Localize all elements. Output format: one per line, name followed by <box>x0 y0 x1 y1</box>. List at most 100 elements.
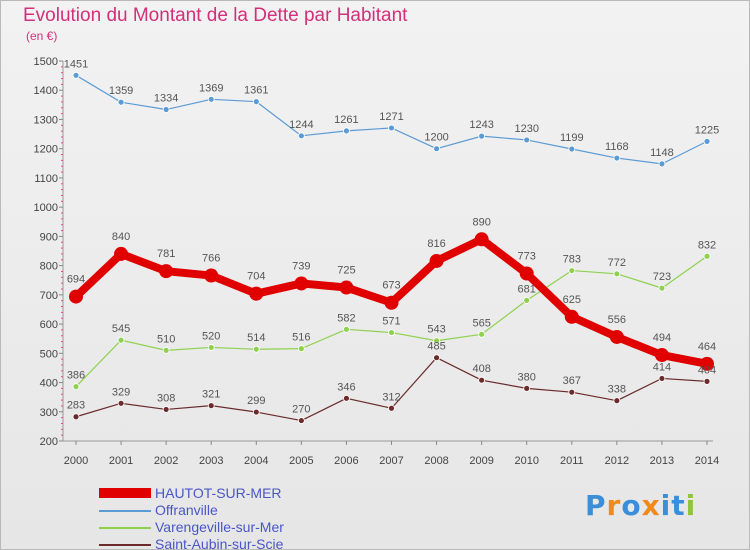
y-tick-label: 400 <box>40 378 58 390</box>
data-point-saint-aubin <box>433 354 440 362</box>
data-label-offranville: 1261 <box>334 114 358 126</box>
data-point-hautot <box>114 246 129 261</box>
data-label-hautot: 694 <box>67 274 85 286</box>
y-tick-label: 1500 <box>34 56 58 68</box>
data-point-hautot <box>294 276 309 291</box>
logo-letter: t <box>671 489 686 522</box>
data-label-varengeville: 545 <box>112 323 130 335</box>
x-tick-label: 2010 <box>514 455 538 467</box>
x-tick-label: 2001 <box>109 455 133 467</box>
data-label-hautot: 739 <box>292 260 310 272</box>
y-tick-label: 900 <box>40 231 58 243</box>
data-point-saint-aubin <box>343 394 350 402</box>
data-label-saint-aubin: 321 <box>202 389 220 401</box>
data-label-offranville: 1359 <box>109 85 133 97</box>
data-point-offranville <box>343 127 350 135</box>
proxiti-logo: Proxiti <box>585 489 696 522</box>
data-point-saint-aubin <box>117 399 125 407</box>
data-label-varengeville: 516 <box>292 332 310 344</box>
data-point-offranville <box>658 160 666 168</box>
data-label-saint-aubin: 404 <box>698 364 716 376</box>
data-label-varengeville: 514 <box>247 332 265 344</box>
data-point-offranville <box>388 124 395 132</box>
data-point-hautot <box>654 348 669 363</box>
y-tick-label: 800 <box>40 261 58 273</box>
x-tick-label: 2005 <box>289 455 313 467</box>
data-point-saint-aubin <box>388 404 395 412</box>
x-tick-label: 2012 <box>605 455 629 467</box>
x-tick-label: 2003 <box>199 455 223 467</box>
y-tick-label: 1000 <box>34 202 58 214</box>
x-tick-label: 2007 <box>379 455 403 467</box>
y-tick-label: 200 <box>40 436 58 448</box>
data-label-varengeville: 783 <box>563 254 581 266</box>
y-tick-label: 1200 <box>34 144 58 156</box>
data-label-saint-aubin: 408 <box>472 363 490 375</box>
data-label-offranville: 1243 <box>469 119 493 131</box>
data-label-saint-aubin: 312 <box>382 391 400 403</box>
legend-swatch-varengeville <box>99 527 151 529</box>
legend-label-hautot: HAUTOT-SUR-MER <box>155 485 282 501</box>
data-label-offranville: 1369 <box>199 82 223 94</box>
data-point-saint-aubin <box>568 388 576 396</box>
data-label-varengeville: 565 <box>472 317 490 329</box>
data-label-varengeville: 543 <box>427 324 445 336</box>
legend-label-offranville: Offranville <box>155 502 218 518</box>
data-label-saint-aubin: 283 <box>67 400 85 412</box>
data-label-offranville: 1168 <box>605 141 629 153</box>
data-label-hautot: 781 <box>157 248 175 260</box>
logo-letter: x <box>641 489 661 522</box>
data-label-varengeville: 520 <box>202 330 220 342</box>
data-point-hautot <box>249 286 264 301</box>
data-point-hautot <box>429 253 444 268</box>
data-point-offranville <box>433 145 440 153</box>
data-point-varengeville <box>613 270 621 278</box>
data-point-hautot <box>69 289 83 304</box>
data-label-varengeville: 772 <box>608 257 626 269</box>
data-label-hautot: 766 <box>202 253 220 265</box>
data-point-varengeville <box>117 336 125 344</box>
data-point-saint-aubin <box>658 375 666 382</box>
data-label-saint-aubin: 380 <box>518 371 536 383</box>
data-label-hautot: 840 <box>112 231 130 243</box>
data-point-saint-aubin <box>297 417 305 424</box>
data-point-varengeville <box>343 325 350 333</box>
data-label-hautot: 673 <box>382 280 400 292</box>
data-point-varengeville <box>72 383 80 391</box>
data-point-varengeville <box>658 284 666 292</box>
x-tick-label: 2004 <box>244 455 268 467</box>
data-point-hautot <box>700 356 714 371</box>
data-point-offranville <box>703 137 711 145</box>
logo-letter: r <box>606 489 622 522</box>
legend-swatch-saint-aubin <box>99 544 151 546</box>
data-point-varengeville <box>478 330 486 338</box>
data-label-hautot: 556 <box>608 314 626 326</box>
data-point-offranville <box>252 98 260 106</box>
data-label-hautot: 773 <box>518 251 536 263</box>
x-tick-label: 2000 <box>64 455 88 467</box>
data-point-offranville <box>207 95 215 103</box>
data-label-hautot: 816 <box>427 238 445 250</box>
data-point-varengeville <box>568 267 576 274</box>
data-label-offranville: 1451 <box>64 58 88 70</box>
data-label-offranville: 1148 <box>650 147 674 159</box>
chart-unit: (en €) <box>26 29 58 43</box>
legend-swatch-offranville <box>99 510 151 512</box>
data-point-hautot <box>519 266 534 281</box>
logo-letter: o <box>621 489 642 522</box>
data-label-saint-aubin: 346 <box>337 381 355 393</box>
data-label-offranville: 1361 <box>244 85 268 97</box>
data-point-saint-aubin <box>703 377 711 385</box>
data-point-varengeville <box>297 345 305 353</box>
data-point-saint-aubin <box>72 413 80 421</box>
y-tick-label: 1100 <box>34 173 58 185</box>
legend-label-saint-aubin: Saint-Aubin-sur-Scie <box>155 536 284 550</box>
data-label-varengeville: 571 <box>382 316 400 328</box>
y-tick-label: 1300 <box>34 114 58 126</box>
data-label-hautot: 494 <box>653 332 671 344</box>
data-point-saint-aubin <box>613 397 621 405</box>
data-point-saint-aubin <box>162 406 170 413</box>
data-point-hautot <box>204 268 219 283</box>
data-point-hautot <box>339 280 354 295</box>
data-point-offranville <box>478 132 486 140</box>
